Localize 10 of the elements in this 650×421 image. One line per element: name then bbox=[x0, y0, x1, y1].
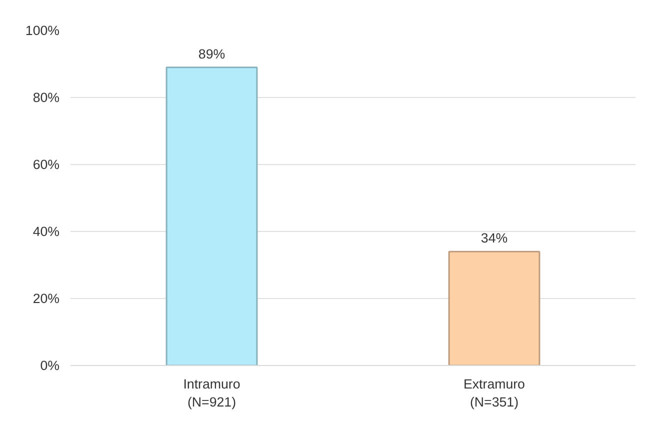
data-label: 89% bbox=[198, 46, 226, 62]
data-label: 34% bbox=[480, 230, 508, 246]
y-tick-label: 100% bbox=[25, 23, 60, 38]
y-tick-label: 20% bbox=[32, 291, 60, 306]
y-tick-label: 0% bbox=[40, 358, 60, 373]
y-tick-label: 40% bbox=[32, 224, 60, 239]
y-tick-label: 80% bbox=[32, 90, 60, 105]
x-tick-label: Extramuro (N=351) bbox=[464, 376, 525, 410]
x-tick-label: Intramuro (N=921) bbox=[183, 376, 240, 410]
y-tick-label: 60% bbox=[32, 157, 60, 172]
